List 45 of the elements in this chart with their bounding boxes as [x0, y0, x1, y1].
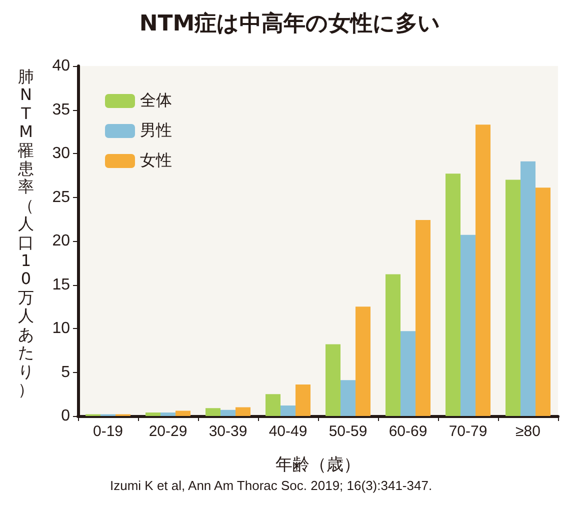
legend-label: 女性 [140, 152, 172, 170]
bar [446, 174, 460, 416]
bar [476, 124, 490, 416]
x-tick-label: 30-39 [208, 423, 248, 440]
bar [520, 161, 536, 416]
y-tick-label: 0 [61, 408, 70, 424]
y-tick-label: 10 [52, 320, 70, 337]
bar [160, 412, 176, 416]
x-tick-label: 20-29 [148, 423, 188, 440]
y-tick-label: 20 [52, 232, 70, 250]
bar [146, 412, 160, 416]
x-tick-label: 70-79 [448, 423, 488, 440]
bar [236, 407, 250, 416]
legend-label: 全体 [140, 92, 172, 110]
y-tick-label: 30 [52, 145, 70, 162]
x-axis-title: 年齢（歳） [276, 455, 360, 474]
bar [460, 234, 476, 416]
bar [326, 344, 340, 416]
x-tick-label: 50-59 [328, 423, 368, 440]
y-tick-label: 35 [52, 101, 70, 118]
bar [206, 408, 220, 416]
bar [176, 410, 190, 416]
legend-label: 男性 [140, 122, 172, 140]
bar [280, 406, 296, 416]
y-tick-label: 15 [52, 276, 70, 294]
bar [506, 180, 520, 416]
bar [536, 188, 550, 416]
bar [340, 380, 356, 416]
bar [220, 410, 236, 416]
x-tick-label: 40-49 [268, 423, 308, 440]
bar [266, 394, 280, 416]
text: Izumi K et al, Ann Am Thorac Soc. 2019; 16(3):341-347. [110, 478, 432, 493]
x-tick-label: ≥80 [516, 423, 540, 440]
y-tick-label: 5 [61, 364, 70, 381]
x-tick-label: 60-69 [388, 423, 428, 440]
bar [400, 331, 416, 416]
x-tick-label: 0-19 [92, 423, 124, 440]
y-tick-label: 40 [52, 58, 70, 74]
text: 肺NTM罹患率（人口10万人あたり） [18, 67, 34, 399]
bar [296, 384, 310, 416]
bar [386, 274, 400, 416]
bar [356, 306, 370, 416]
y-tick-label: 25 [52, 188, 70, 206]
chart-title: NTM症は中高年の女性に多い [139, 10, 441, 36]
bar [416, 220, 430, 416]
